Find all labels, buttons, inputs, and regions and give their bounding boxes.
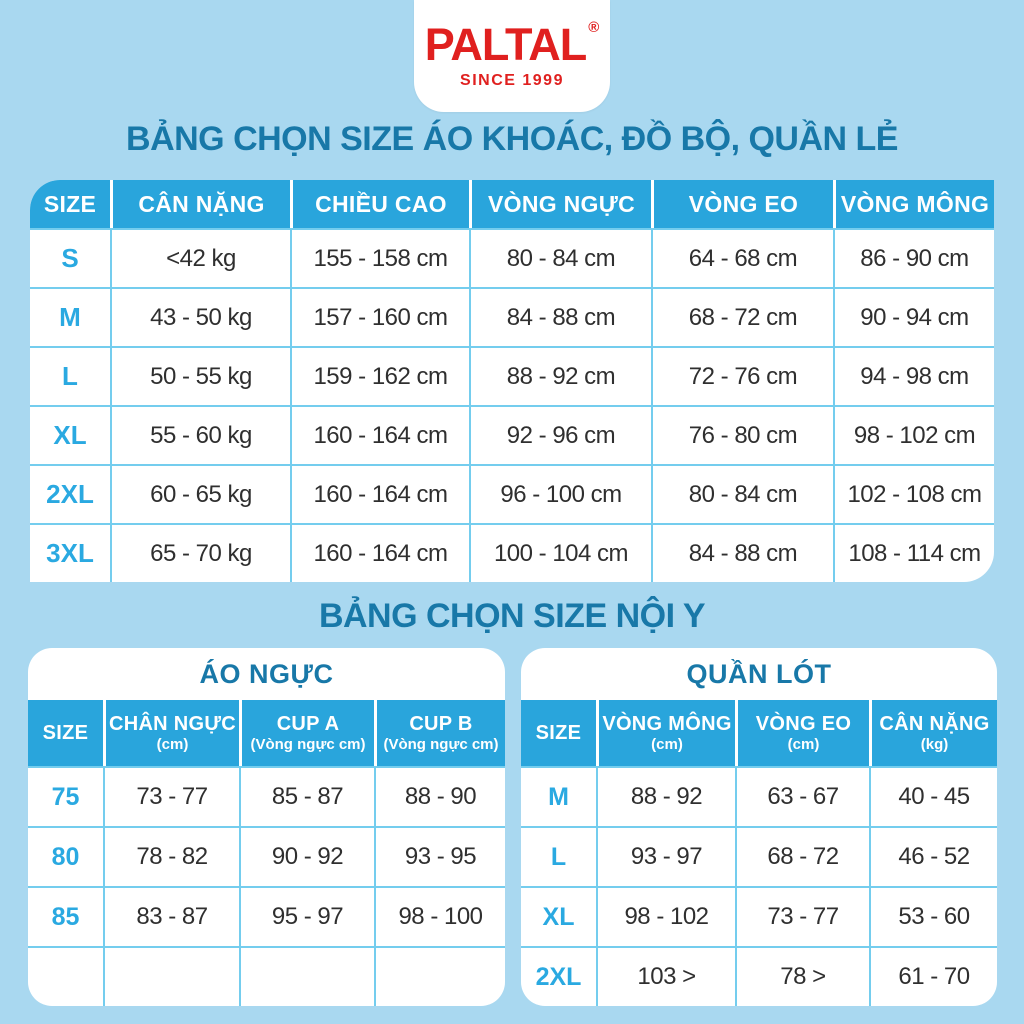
- header-cell-weight: CÂN NẶNG: [110, 180, 290, 228]
- size-cell: L: [30, 346, 110, 405]
- data-cell: [239, 946, 374, 1006]
- header-cell-cup-a: CUP A (Vòng ngực cm): [239, 700, 374, 766]
- data-cell: 98 - 102: [596, 886, 735, 946]
- data-cell: 103 >: [596, 946, 735, 1006]
- data-cell: 85 - 87: [239, 766, 374, 826]
- data-cell: [374, 946, 505, 1006]
- data-cell: 68 - 72 cm: [651, 287, 833, 346]
- data-cell: 73 - 77: [735, 886, 869, 946]
- brand-name: PALTAL: [424, 19, 587, 70]
- data-cell: 95 - 97: [239, 886, 374, 946]
- panty-table-title: QUẦN LÓT: [686, 658, 832, 689]
- header-cell-waist: VÒNG EO (cm): [735, 700, 869, 766]
- data-cell: 90 - 92: [239, 826, 374, 886]
- data-cell: 84 - 88 cm: [651, 523, 833, 582]
- data-cell: 88 - 92: [596, 766, 735, 826]
- header-cell-size: SIZE: [521, 700, 596, 766]
- data-cell: 157 - 160 cm: [290, 287, 469, 346]
- data-cell: 100 - 104 cm: [469, 523, 651, 582]
- data-cell: 160 - 164 cm: [290, 405, 469, 464]
- data-cell: 63 - 67: [735, 766, 869, 826]
- size-cell: [28, 946, 103, 1006]
- data-cell: 159 - 162 cm: [290, 346, 469, 405]
- panty-size-table: QUẦN LÓT SIZE VÒNG MÔNG (cm) VÒNG EO (cm…: [521, 648, 997, 1006]
- data-cell: 93 - 95: [374, 826, 505, 886]
- header-cell-cup-b: CUP B (Vòng ngực cm): [374, 700, 505, 766]
- data-cell: 80 - 84 cm: [469, 228, 651, 287]
- header-cell-underbust: CHÂN NGỰC (cm): [103, 700, 239, 766]
- header-cell-bust: VÒNG NGỰC: [469, 180, 651, 228]
- data-cell: 53 - 60: [869, 886, 997, 946]
- data-cell: 98 - 100: [374, 886, 505, 946]
- header-cell-weight: CÂN NẶNG (kg): [869, 700, 997, 766]
- data-cell: 90 - 94 cm: [833, 287, 994, 346]
- size-cell: M: [521, 766, 596, 826]
- header-cell-hip: VÒNG MÔNG (cm): [596, 700, 735, 766]
- section-title-underwear: BẢNG CHỌN SIZE NỘI Y: [318, 597, 706, 635]
- data-cell: 78 - 82: [103, 826, 239, 886]
- data-cell: 102 - 108 cm: [833, 464, 994, 523]
- data-cell: 86 - 90 cm: [833, 228, 994, 287]
- size-cell: S: [30, 228, 110, 287]
- main-size-table: SIZE CÂN NẶNG CHIỀU CAO VÒNG NGỰC VÒNG E…: [30, 180, 994, 582]
- data-cell: 88 - 90: [374, 766, 505, 826]
- size-cell: 2XL: [521, 946, 596, 1006]
- data-cell: 78 >: [735, 946, 869, 1006]
- size-cell: 80: [28, 826, 103, 886]
- data-cell: 80 - 84 cm: [651, 464, 833, 523]
- data-cell: 61 - 70: [869, 946, 997, 1006]
- data-cell: 76 - 80 cm: [651, 405, 833, 464]
- data-cell: 84 - 88 cm: [469, 287, 651, 346]
- size-cell: XL: [521, 886, 596, 946]
- header-cell-waist: VÒNG EO: [651, 180, 833, 228]
- header-cell-size: SIZE: [28, 700, 103, 766]
- data-cell: 73 - 77: [103, 766, 239, 826]
- size-cell: 85: [28, 886, 103, 946]
- data-cell: 155 - 158 cm: [290, 228, 469, 287]
- data-cell: 43 - 50 kg: [110, 287, 290, 346]
- size-cell: 3XL: [30, 523, 110, 582]
- size-cell: 75: [28, 766, 103, 826]
- data-cell: 98 - 102 cm: [833, 405, 994, 464]
- data-cell: 65 - 70 kg: [110, 523, 290, 582]
- data-cell: 92 - 96 cm: [469, 405, 651, 464]
- data-cell: 108 - 114 cm: [833, 523, 994, 582]
- bra-size-table: ÁO NGỰC SIZE CHÂN NGỰC (cm) CUP A (Vòng …: [28, 648, 505, 1006]
- section-title-outerwear: BẢNG CHỌN SIZE ÁO KHOÁC, ĐỒ BỘ, QUẦN LẺ: [126, 120, 898, 158]
- data-cell: 88 - 92 cm: [469, 346, 651, 405]
- size-cell: XL: [30, 405, 110, 464]
- size-cell: M: [30, 287, 110, 346]
- size-cell: 2XL: [30, 464, 110, 523]
- header-cell-height: CHIỀU CAO: [290, 180, 469, 228]
- panty-table-grid: SIZE VÒNG MÔNG (cm) VÒNG EO (cm) CÂN NẶN…: [521, 700, 997, 1006]
- data-cell: 40 - 45: [869, 766, 997, 826]
- data-cell: 160 - 164 cm: [290, 464, 469, 523]
- data-cell: 55 - 60 kg: [110, 405, 290, 464]
- bra-table-grid: SIZE CHÂN NGỰC (cm) CUP A (Vòng ngực cm)…: [28, 700, 505, 1006]
- data-cell: 72 - 76 cm: [651, 346, 833, 405]
- data-cell: 160 - 164 cm: [290, 523, 469, 582]
- data-cell: 94 - 98 cm: [833, 346, 994, 405]
- data-cell: 83 - 87: [103, 886, 239, 946]
- data-cell: 68 - 72: [735, 826, 869, 886]
- data-cell: <42 kg: [110, 228, 290, 287]
- data-cell: 46 - 52: [869, 826, 997, 886]
- bra-table-title: ÁO NGỰC: [199, 658, 334, 689]
- data-cell: 64 - 68 cm: [651, 228, 833, 287]
- data-cell: 96 - 100 cm: [469, 464, 651, 523]
- header-cell-size: SIZE: [30, 180, 110, 228]
- brand-since: SINCE 1999: [460, 72, 564, 89]
- header-cell-hip: VÒNG MÔNG: [833, 180, 994, 228]
- data-cell: 60 - 65 kg: [110, 464, 290, 523]
- size-cell: L: [521, 826, 596, 886]
- registered-trademark-icon: ®: [588, 19, 600, 36]
- brand-row: PALTAL ®: [424, 19, 600, 70]
- data-cell: 93 - 97: [596, 826, 735, 886]
- paltal-logo: PALTAL ® SINCE 1999: [414, 0, 610, 112]
- data-cell: 50 - 55 kg: [110, 346, 290, 405]
- data-cell: [103, 946, 239, 1006]
